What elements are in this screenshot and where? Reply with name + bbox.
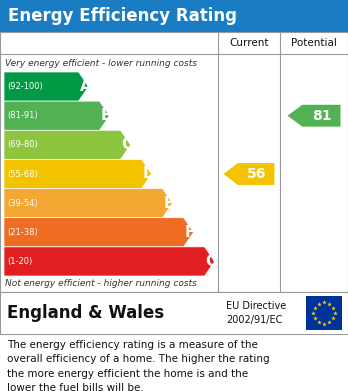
Text: (92-100): (92-100) (7, 82, 43, 91)
Text: (69-80): (69-80) (7, 140, 38, 149)
Text: Very energy efficient - lower running costs: Very energy efficient - lower running co… (5, 59, 197, 68)
Text: B: B (101, 108, 112, 123)
Text: Not energy efficient - higher running costs: Not energy efficient - higher running co… (5, 280, 197, 289)
Text: (21-38): (21-38) (7, 228, 38, 237)
Bar (0, 32, 348, 292)
Text: A: A (80, 79, 91, 94)
Polygon shape (4, 218, 193, 247)
Text: 81: 81 (312, 109, 331, 123)
Polygon shape (4, 72, 88, 101)
Text: (1-20): (1-20) (7, 257, 32, 266)
Text: The energy efficiency rating is a measure of the
overall efficiency of a home. T: The energy efficiency rating is a measur… (7, 340, 270, 391)
Text: EU Directive
2002/91/EC: EU Directive 2002/91/EC (226, 301, 286, 325)
Polygon shape (287, 105, 341, 127)
Text: (39-54): (39-54) (7, 199, 38, 208)
Text: E: E (164, 196, 174, 211)
Polygon shape (4, 101, 110, 130)
Polygon shape (223, 163, 275, 185)
Text: C: C (121, 137, 133, 152)
Text: 56: 56 (246, 167, 266, 181)
Polygon shape (4, 130, 130, 160)
Polygon shape (4, 188, 173, 218)
Polygon shape (4, 247, 215, 276)
Bar (0, 292, 348, 334)
Bar (306, 296, 342, 330)
Text: (55-68): (55-68) (7, 170, 38, 179)
Bar (0, 0, 348, 32)
Text: D: D (143, 167, 155, 181)
Text: F: F (184, 225, 195, 240)
Text: Potential: Potential (291, 38, 337, 48)
Text: Energy Efficiency Rating: Energy Efficiency Rating (8, 7, 237, 25)
Text: Current: Current (229, 38, 269, 48)
Text: England & Wales: England & Wales (7, 304, 164, 322)
Text: G: G (206, 254, 218, 269)
Polygon shape (4, 160, 151, 188)
Text: (81-91): (81-91) (7, 111, 38, 120)
